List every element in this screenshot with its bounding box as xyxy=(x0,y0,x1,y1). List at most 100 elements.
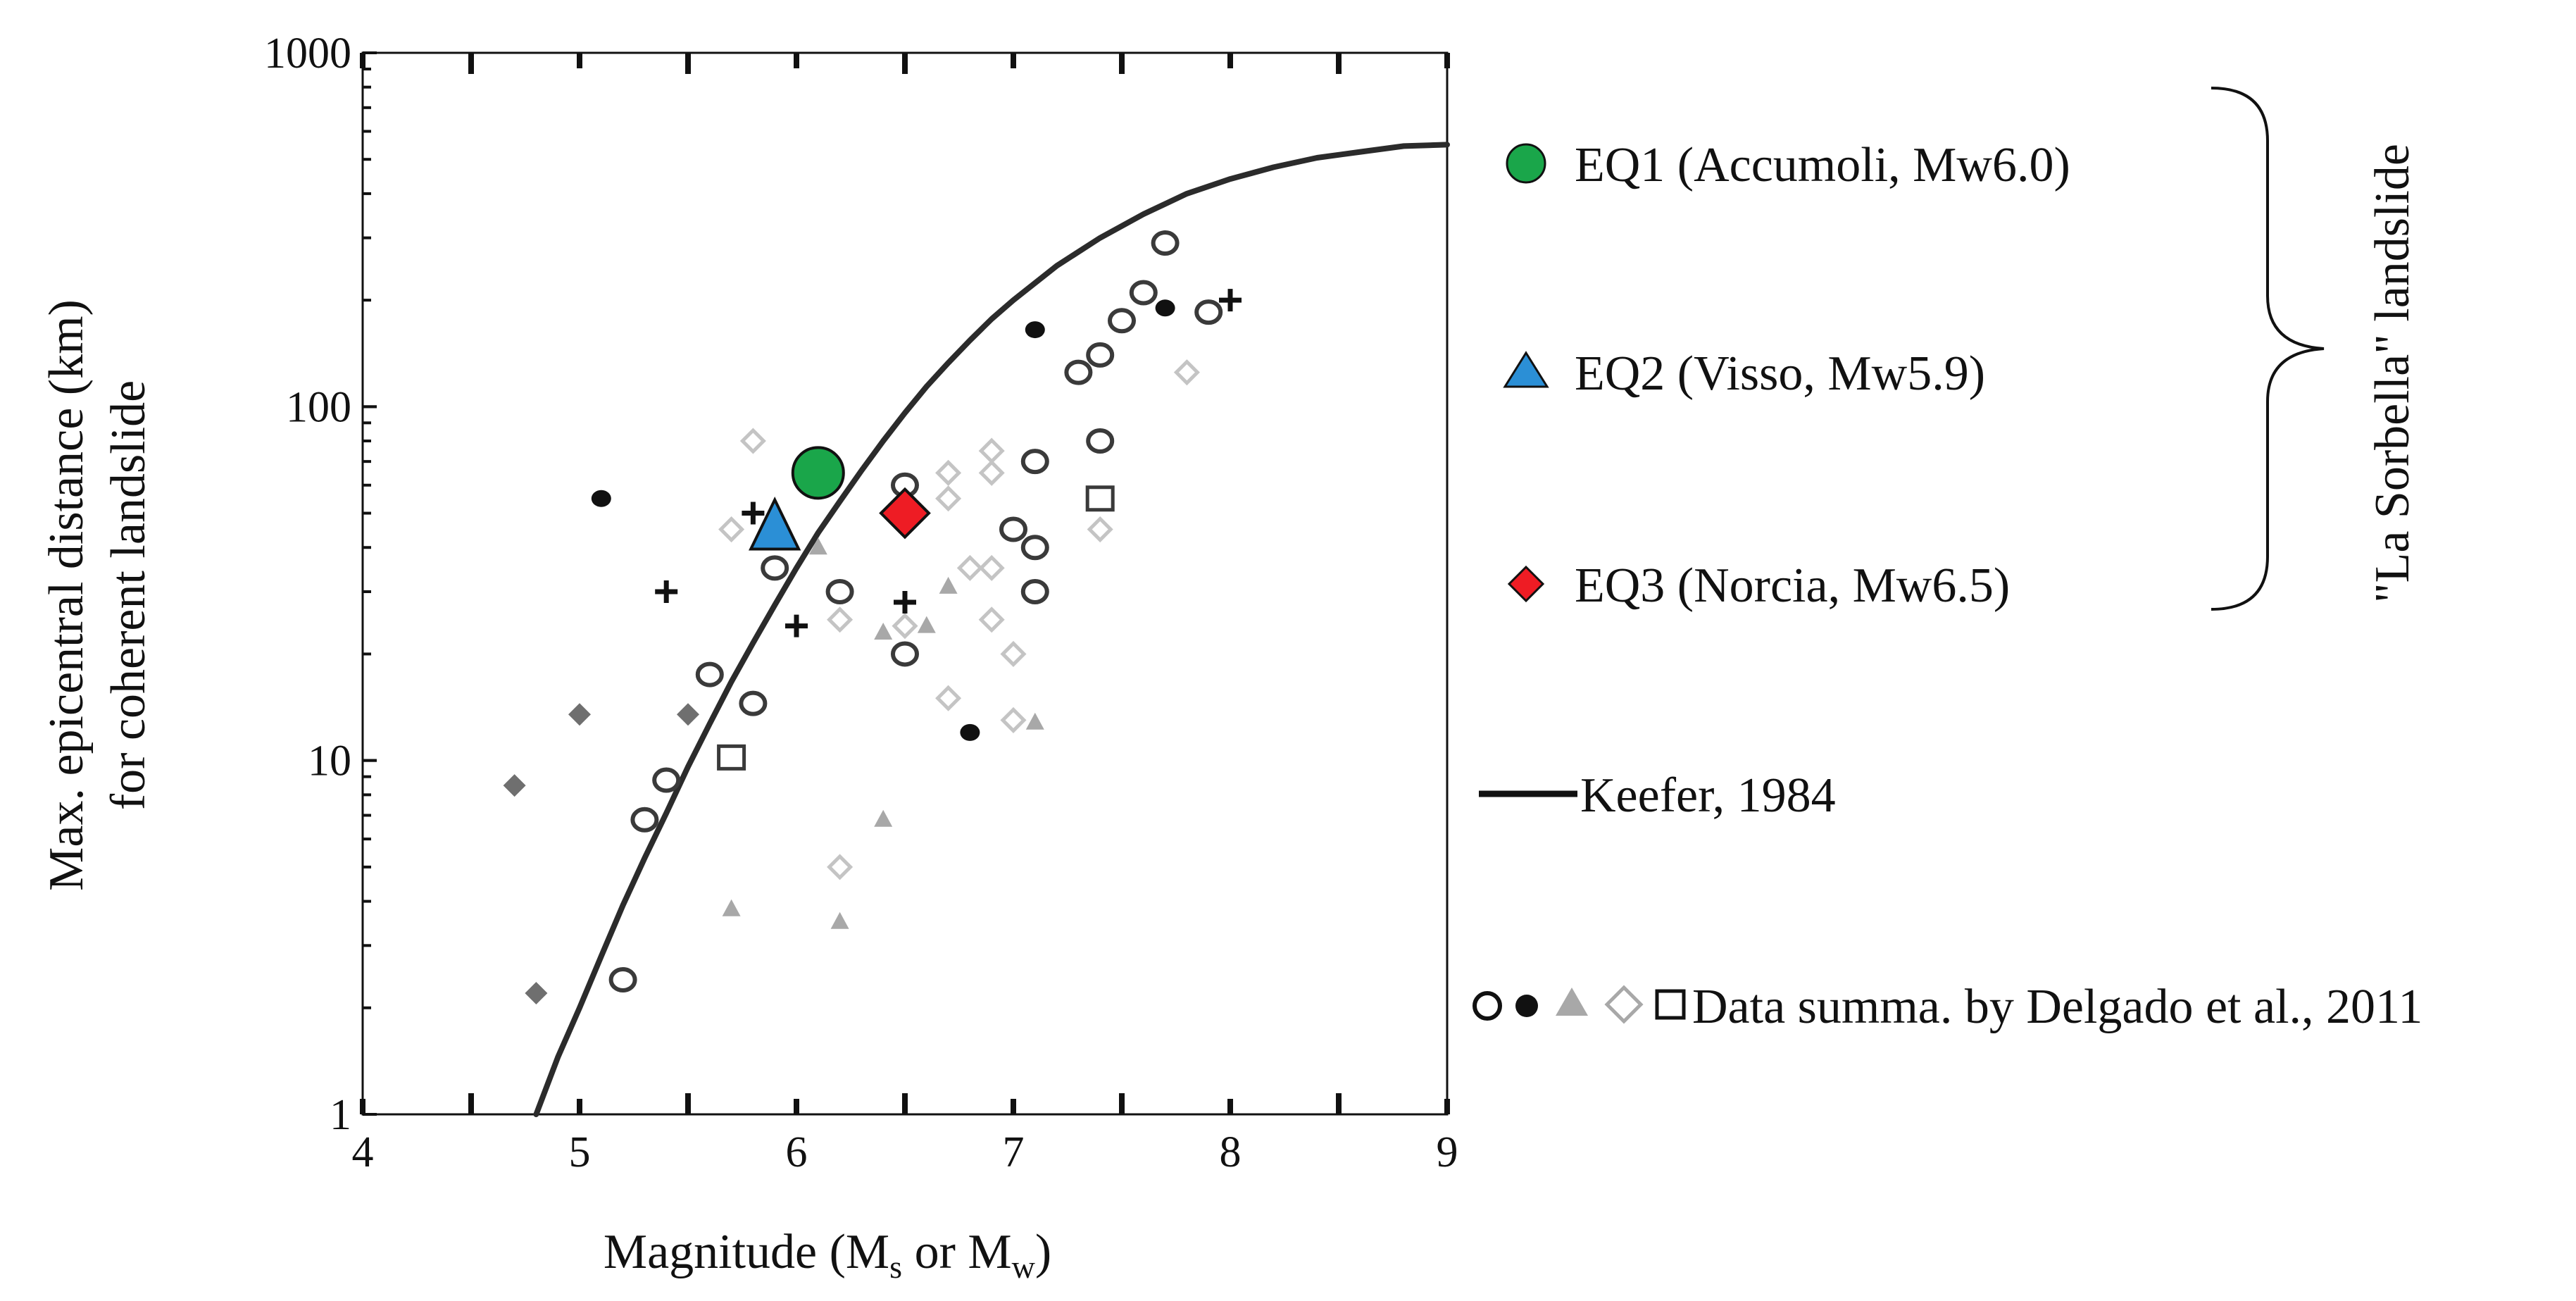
data-point-open-diamond xyxy=(1087,516,1113,543)
data-point-filled-circle xyxy=(591,490,611,507)
data-point-open-diamond xyxy=(892,613,918,640)
data-point-open-circle xyxy=(999,516,1027,542)
data-point-filled-diamond xyxy=(525,981,548,1004)
data-point-open-circle xyxy=(1086,342,1115,368)
keefer-curve-layer xyxy=(533,142,1450,1117)
data-point-plus xyxy=(742,502,765,525)
legend-eq1-marker xyxy=(1506,143,1546,184)
data-point-open-diamond xyxy=(935,459,962,486)
y-axis-title-line1: Max. epicentral distance (km) xyxy=(39,299,94,891)
data-point-gray-triangle xyxy=(808,537,827,555)
data-point-open-circle xyxy=(1020,578,1049,604)
data-point-open-circle xyxy=(891,641,919,667)
y-axis-title-line2: for coherent landslide xyxy=(101,380,156,810)
data-point-open-diamond xyxy=(978,606,1005,633)
data-point-open-circle xyxy=(825,578,854,604)
x-tick-label: 6 xyxy=(786,1128,808,1176)
legend-open-diamond-icon xyxy=(1604,985,1644,1024)
event-marker-eq1 xyxy=(791,446,845,500)
data-point-open-square xyxy=(717,744,746,771)
legend-filled-circle-icon xyxy=(1515,995,1538,1017)
data-point-filled-circle xyxy=(960,723,980,741)
data-point-gray-triangle xyxy=(874,809,893,827)
data-point-open-circle xyxy=(1086,428,1115,454)
legend-open-square-icon xyxy=(1655,989,1686,1020)
x-axis-title: Magnitude (Ms or Mw) xyxy=(604,1225,1051,1285)
plot-border xyxy=(361,51,1449,1116)
data-point-open-circle xyxy=(630,807,659,833)
data-point-open-circle xyxy=(1129,280,1158,306)
data-point-open-diamond xyxy=(935,485,962,512)
brace-label: "La Sorbella" landslide xyxy=(2365,144,2420,603)
data-point-gray-triangle xyxy=(1025,712,1044,730)
data-point-open-circle xyxy=(1194,299,1223,325)
y-tick-label: 100 xyxy=(286,383,351,431)
data-point-open-diamond xyxy=(827,854,854,880)
data-point-open-diamond xyxy=(978,554,1005,581)
y-tick-label: 1 xyxy=(330,1091,351,1139)
data-point-open-circle xyxy=(1020,449,1049,475)
legend-open-circle-icon xyxy=(1473,991,1502,1021)
data-point-gray-triangle xyxy=(830,911,849,929)
data-point-open-diamond xyxy=(827,606,854,633)
x-tick-label: 5 xyxy=(569,1128,591,1176)
data-point-open-diamond xyxy=(1173,359,1200,386)
data-point-filled-diamond xyxy=(568,703,591,726)
data-point-filled-circle xyxy=(1025,321,1045,339)
event-markers-layer xyxy=(749,446,931,551)
data-point-gray-triangle xyxy=(939,576,958,594)
data-point-open-circle xyxy=(652,767,681,793)
legend-eq3-marker xyxy=(1507,565,1545,603)
legend-brace xyxy=(2211,87,2325,611)
data-point-open-diamond xyxy=(978,459,1005,486)
data-point-open-circle xyxy=(695,661,724,687)
data-point-open-circle xyxy=(1151,230,1180,256)
data-point-filled-diamond xyxy=(503,774,526,797)
data-point-plus xyxy=(785,614,808,637)
y-tick-label: 1000 xyxy=(264,30,351,77)
data-point-filled-circle xyxy=(1155,299,1175,317)
tick-labels-layer: 4 5 6 7 8 9 1 10 100 1000 xyxy=(264,30,1458,1176)
data-point-filled-diamond xyxy=(677,703,699,726)
data-point-open-diamond xyxy=(1000,640,1027,667)
y-tick-label: 10 xyxy=(308,737,351,785)
x-tick-label: 7 xyxy=(1003,1128,1025,1176)
data-point-gray-triangle xyxy=(722,899,741,916)
x-tick-label: 9 xyxy=(1437,1128,1458,1176)
data-point-open-diamond xyxy=(978,437,1005,464)
data-point-open-diamond xyxy=(718,516,745,543)
y-axis-title: Max. epicentral distance (km) for cohere… xyxy=(39,299,156,891)
keefer-curve xyxy=(533,142,1450,1117)
legend-gray-triangle-icon xyxy=(1556,988,1588,1016)
legend-eq1-label: EQ1 (Accumoli, Mw6.0) xyxy=(1575,138,2070,192)
data-point-plus xyxy=(894,591,916,614)
plot-area xyxy=(361,51,1449,1116)
legend-eq2-label: EQ2 (Visso, Mw5.9) xyxy=(1575,347,1985,401)
legend-delgado-label: Data summa. by Delgado et al., 2011 xyxy=(1692,980,2422,1034)
legend-eq3-label: EQ3 (Norcia, Mw6.5) xyxy=(1575,559,2010,613)
data-point-gray-triangle xyxy=(874,622,893,640)
data-point-gray-triangle xyxy=(917,616,936,633)
data-point-open-circle xyxy=(1108,308,1136,334)
data-point-open-diamond xyxy=(956,554,983,581)
x-tick-label: 4 xyxy=(352,1128,374,1176)
legend: EQ1 (Accumoli, Mw6.0) EQ2 (Visso, Mw5.9)… xyxy=(1473,87,2422,1034)
data-point-open-circle xyxy=(1020,535,1049,561)
data-point-open-circle xyxy=(608,967,637,993)
data-point-plus xyxy=(1219,289,1242,312)
data-point-plus xyxy=(655,580,678,603)
legend-eq2-marker xyxy=(1503,351,1549,388)
event-marker-eq3 xyxy=(879,487,931,540)
legend-keefer-label: Keefer, 1984 xyxy=(1580,768,1836,823)
data-point-open-circle xyxy=(739,690,768,716)
data-point-open-diamond xyxy=(935,685,962,711)
x-tick-label: 8 xyxy=(1220,1128,1242,1176)
data-point-open-diamond xyxy=(1000,706,1027,733)
data-points-layer xyxy=(503,230,1242,1004)
data-point-open-square xyxy=(1085,485,1115,512)
event-marker-eq2 xyxy=(749,496,801,551)
data-point-open-diamond xyxy=(739,428,766,454)
data-point-open-circle xyxy=(1064,359,1093,385)
axis-ticks xyxy=(360,51,1450,1116)
